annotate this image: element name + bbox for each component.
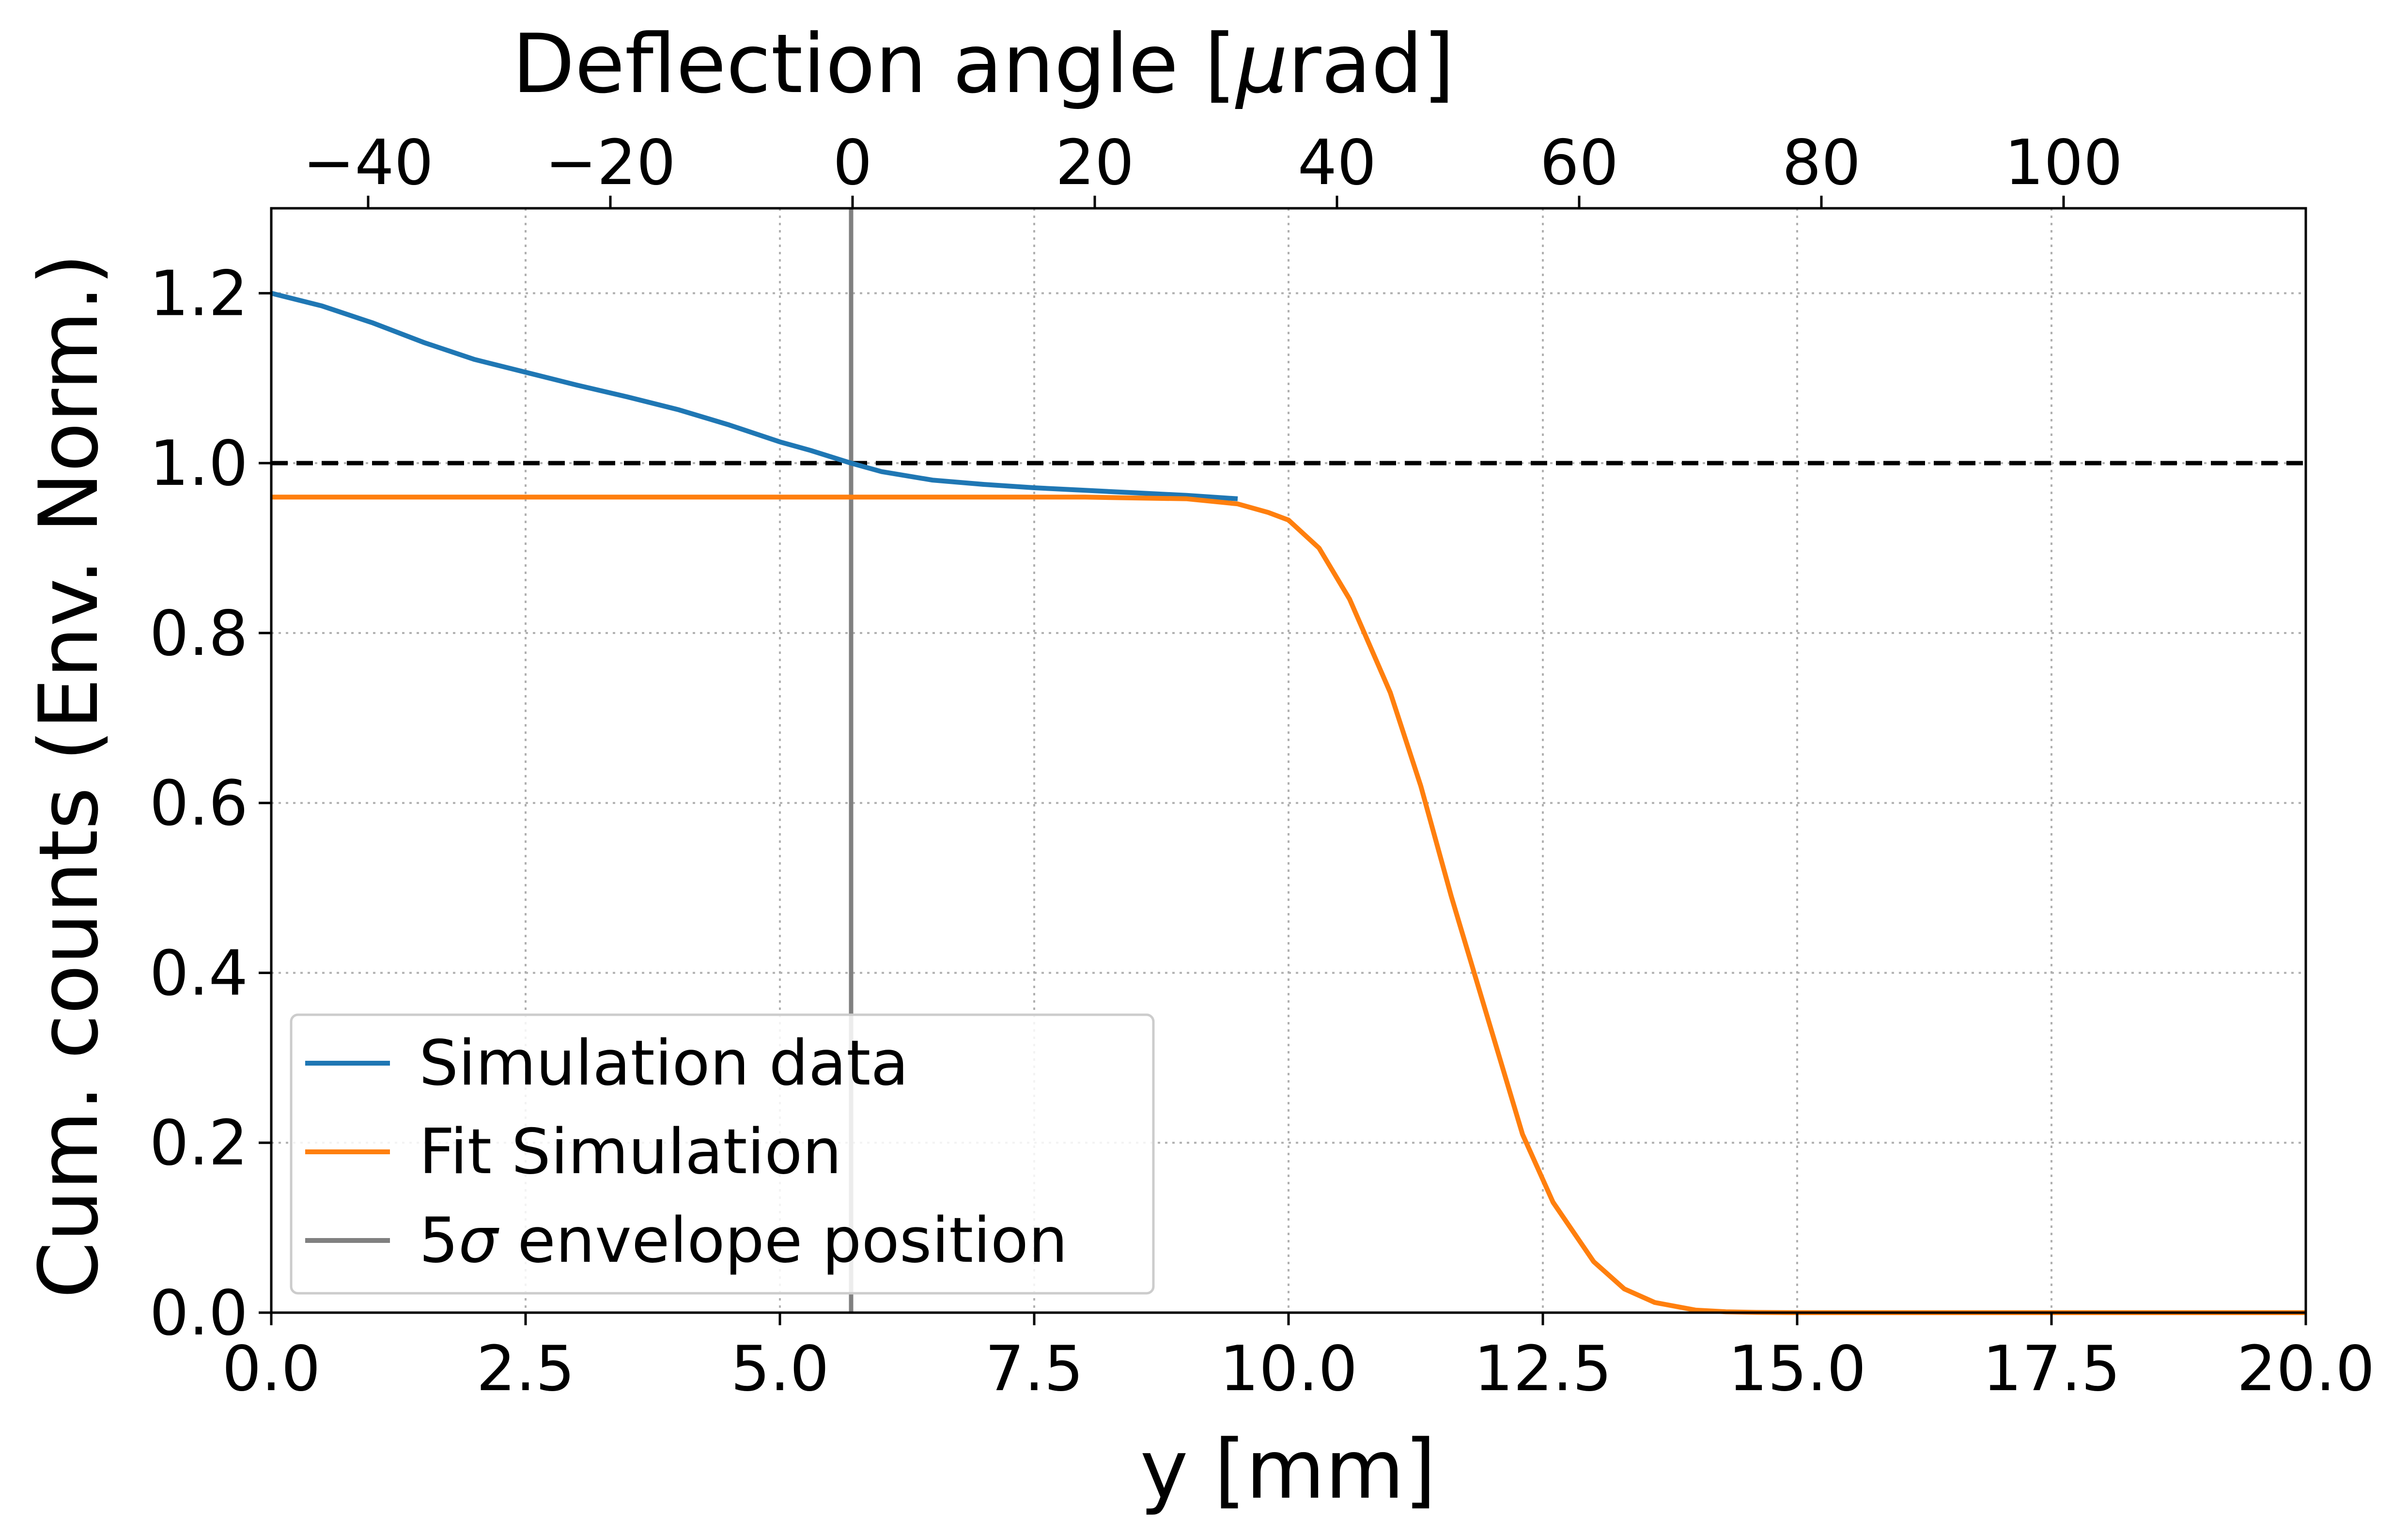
y-tick-label: 0.2 [149, 1107, 248, 1179]
top-x-tick-label: 100 [2004, 127, 2123, 199]
legend-label-symbol: σ [458, 1205, 499, 1277]
legend-label-part: 5 [419, 1205, 458, 1277]
x-tick-label: 2.5 [476, 1333, 575, 1405]
y-tick-label: 1.2 [149, 258, 248, 330]
top-x-tick-label: 20 [1056, 127, 1134, 199]
top-x-tick-label: −40 [303, 127, 434, 199]
y-tick-label: 0.6 [149, 768, 248, 840]
top-x-tick-label: −20 [545, 127, 676, 199]
x-tick-label: 15.0 [1728, 1333, 1866, 1405]
ticks-layer: 0.0 2.5 5.0 7.5 10.0 12.5 15.0 17.5 20.0 0.0 0.2 0.… [149, 127, 2375, 1405]
legend-label-1: Fit Simulation [419, 1116, 842, 1188]
legend-label-part: envelope position [498, 1205, 1068, 1277]
y-tick-label: 0.8 [149, 598, 248, 670]
top-x-tick-label: 40 [1298, 127, 1377, 199]
x-tick-label: 17.5 [1983, 1333, 2121, 1405]
x-tick-label: 7.5 [985, 1333, 1084, 1405]
top-x-axis-label-part-1: μ [1235, 16, 1288, 111]
top-x-tick-label: 60 [1540, 127, 1619, 199]
legend-entries: Simulation data Fit Simulation 5σ envelope… [305, 1027, 1068, 1277]
legend-label-2: 5σ envelope position [419, 1205, 1068, 1277]
legend: Simulation data Fit Simulation 5σ envelope… [290, 1013, 1155, 1295]
x-axis-label: y [mm] [1140, 1422, 1436, 1517]
top-x-axis-label: Deflection angle [μrad] [512, 16, 1455, 111]
series-line-0 [270, 291, 1238, 501]
y-tick-label: 0.0 [149, 1277, 248, 1349]
x-tick-label: 20.0 [2237, 1333, 2375, 1405]
x-tick-label: 0.0 [222, 1333, 321, 1405]
x-tick-label: 12.5 [1474, 1333, 1612, 1405]
top-x-tick-label: 0 [833, 127, 872, 199]
y-axis-label: Cum. counts (Env. Norm.) [21, 253, 116, 1299]
legend-frame [290, 1013, 1155, 1295]
y-tick-label: 1.0 [149, 428, 248, 500]
top-x-axis-label-part-0: Deflection angle [ [512, 16, 1236, 111]
legend-label-0: Simulation data [419, 1027, 909, 1100]
top-x-tick-label: 80 [1782, 127, 1861, 199]
y-tick-label: 0.4 [149, 937, 248, 1009]
x-tick-label: 10.0 [1220, 1333, 1358, 1405]
top-x-axis-label-part-2: rad] [1288, 16, 1455, 111]
x-tick-label: 5.0 [730, 1333, 829, 1405]
